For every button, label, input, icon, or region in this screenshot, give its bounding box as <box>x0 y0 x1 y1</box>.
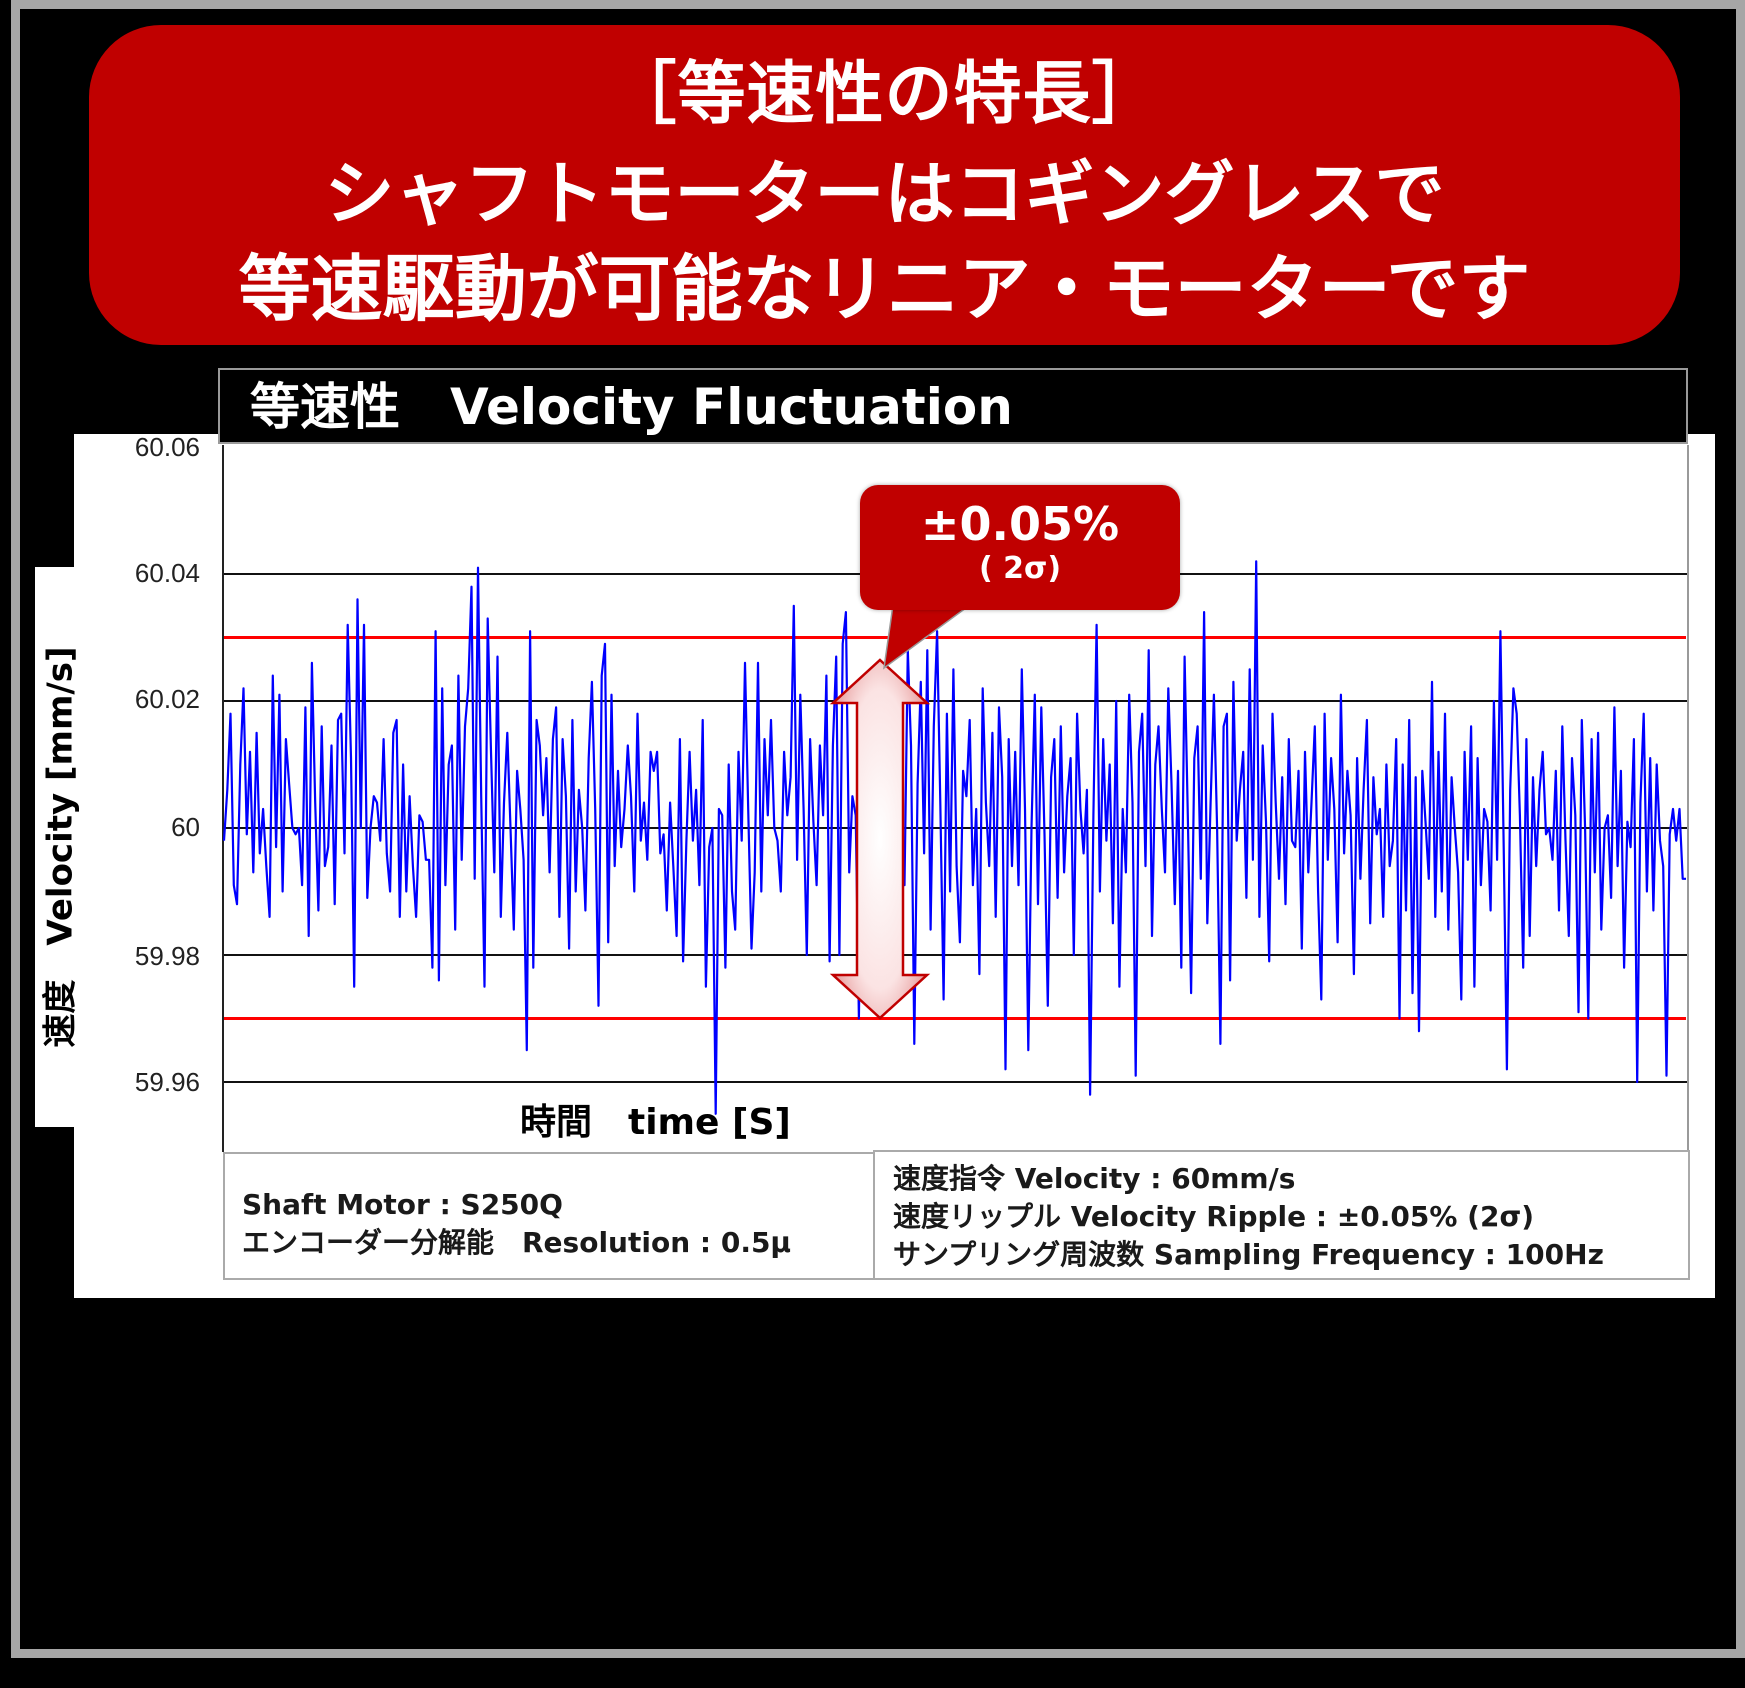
headline-line-2: シャフトモーターはコギングレスで <box>324 153 1445 235</box>
y-tick-label: 59.98 <box>134 941 200 971</box>
x-axis-label: 時間 time [S] <box>520 1102 791 1143</box>
ripple-sigma: ( 2σ) <box>978 551 1062 586</box>
test-conditions-box: 速度指令 Velocity : 60mm/s 速度リップル Velocity R… <box>873 1150 1690 1280</box>
y-tick-label: 60.02 <box>134 684 200 714</box>
velocity-series-line <box>222 560 1686 1115</box>
headline-banner: ［等速性の特長］ シャフトモーターはコギングレスで 等速駆動が可能なリニア・モー… <box>89 25 1680 345</box>
y-tick-label: 59.96 <box>134 1067 200 1097</box>
chart-title-bar: 等速性 Velocity Fluctuation <box>218 368 1688 444</box>
ripple-value: ±0.05% <box>920 497 1120 551</box>
motor-model: Shaft Motor : S250Q <box>242 1188 563 1221</box>
encoder-resolution: エンコーダー分解能 Resolution : 0.5μ <box>242 1226 792 1259</box>
outer-frame <box>11 0 1745 1658</box>
ripple-callout: ±0.05% ( 2σ) <box>860 485 1180 610</box>
double-arrow-icon <box>829 658 931 1020</box>
headline-feature-title: ［等速性の特長］ <box>608 55 1161 134</box>
limit-lines <box>224 636 1686 1020</box>
motor-info-box: Shaft Motor : S250Q エンコーダー分解能 Resolution… <box>223 1152 875 1280</box>
chart-title: 等速性 Velocity Fluctuation <box>250 378 1013 436</box>
sampling-frequency: サンプリング周波数 Sampling Frequency : 100Hz <box>893 1238 1604 1271</box>
y-tick-label: 60 <box>171 812 200 842</box>
velocity-ripple: 速度リップル Velocity Ripple : ±0.05% (2σ) <box>893 1200 1535 1233</box>
velocity-command: 速度指令 Velocity : 60mm/s <box>893 1162 1296 1195</box>
y-axis-label-strip <box>35 567 80 1127</box>
headline-line-3: 等速駆動が可能なリニア・モーターです <box>238 247 1531 331</box>
y-tick-label: 60.04 <box>134 558 200 588</box>
y-tick-label: 60.06 <box>134 432 200 462</box>
